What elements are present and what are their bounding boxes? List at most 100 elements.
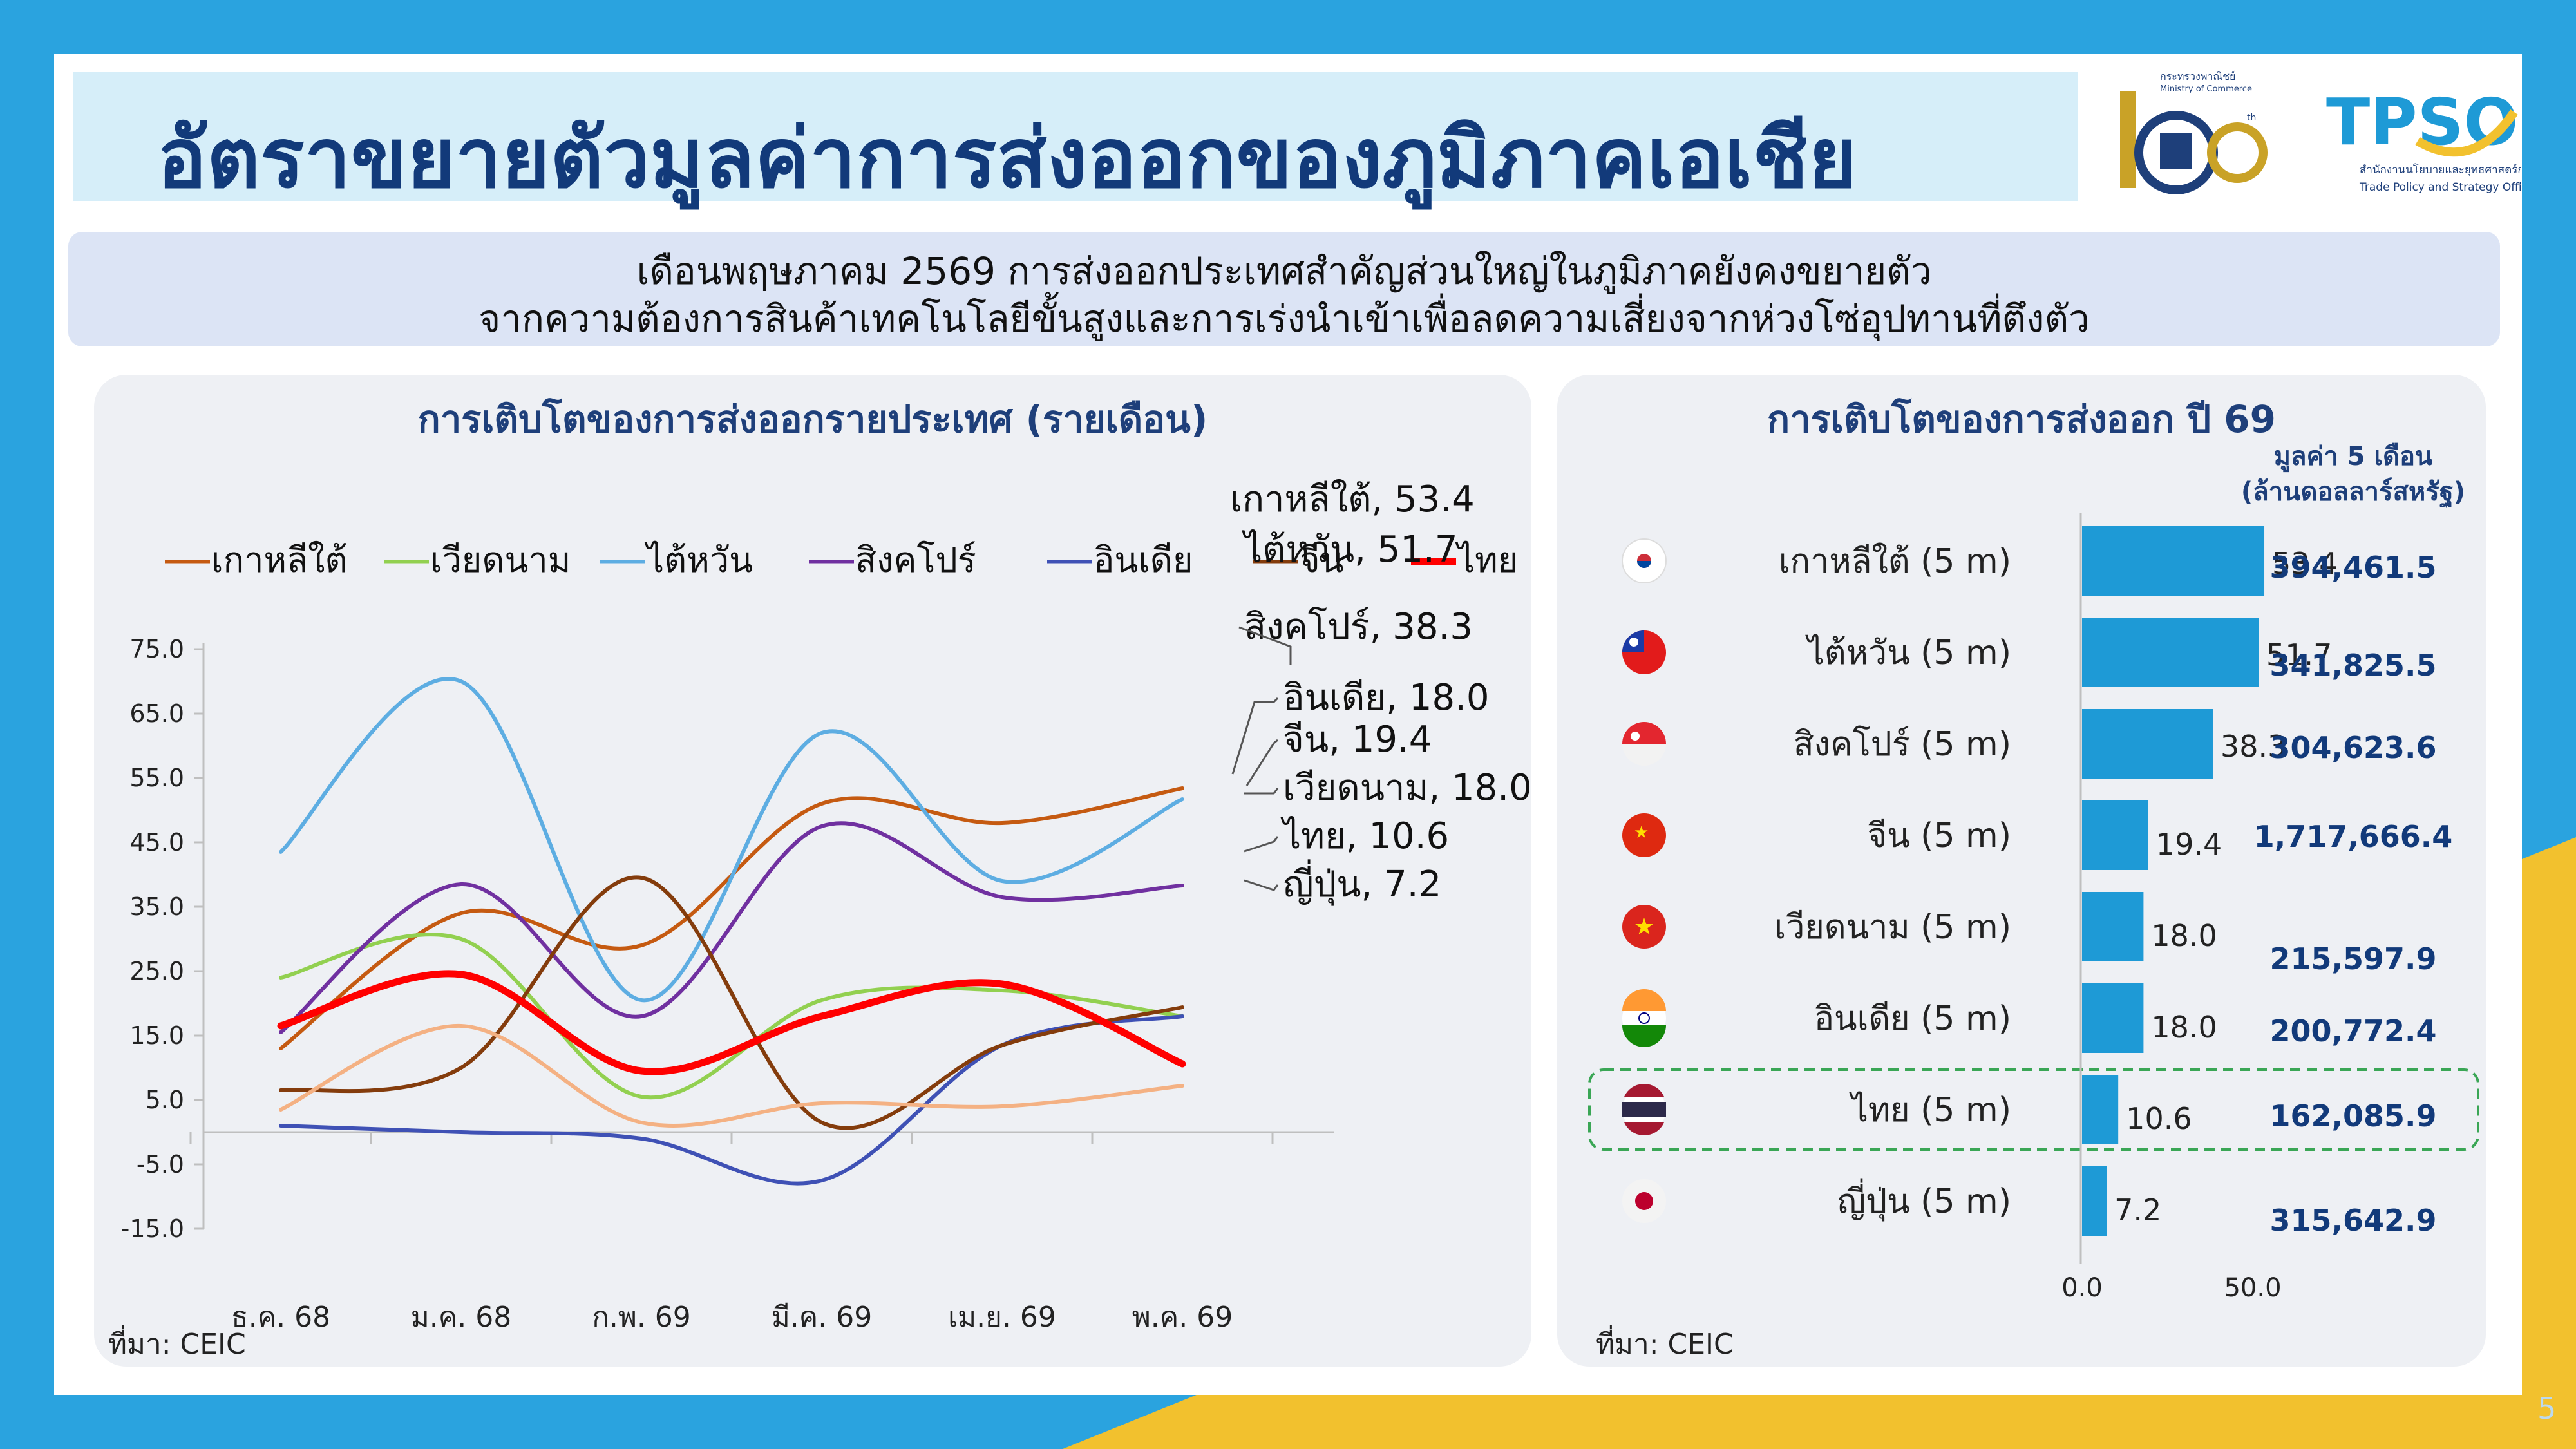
end-label-text: สิงคโปร์, 38.3 [1244, 606, 1473, 648]
line-chart-axes: 75.0 65.0 55.0 45.0 35.0 25.0 15.0 5.0 -5.0 -15.0… [121, 635, 1334, 1334]
korea-flag-icon [1622, 538, 1667, 583]
legend-item: อินเดีย [1047, 540, 1193, 580]
bar-value-label: 51.7 [2266, 638, 2332, 672]
bar-value-label: 18.0 [2151, 1010, 2217, 1045]
end-label: ญี่ปุ่น, 7.2 [1244, 859, 1441, 906]
india-flag-icon [1622, 989, 1666, 1047]
end-label-text: เกาหลีใต้, 53.4 [1230, 478, 1475, 520]
summary-banner: เดือนพฤษภาคม 2569 การส่งออกประเทศสำคัญส่… [68, 232, 2500, 346]
svg-text:Trade Policy and Strategy Offi: Trade Policy and Strategy Office [2359, 181, 2521, 194]
bar [2082, 1166, 2107, 1236]
five-month-value: 394,461.5 [2270, 550, 2437, 585]
legend-item: สิงคโปร์ [809, 540, 976, 580]
bar-category-label: ไทย (5 m) [1849, 1091, 2011, 1130]
x-tick-label: ธ.ค. 68 [231, 1301, 330, 1334]
end-label: อินเดีย, 18.0 [1231, 677, 1490, 775]
bar-category-label: ไต้หวัน (5 m) [1805, 634, 2011, 672]
y-tick-label: 55.0 [129, 764, 184, 792]
x-tick-label: เม.ย. 69 [948, 1301, 1056, 1334]
bar [2082, 1075, 2119, 1144]
five-month-value: 1,717,666.4 [2254, 819, 2452, 854]
china-flag-icon: ★ [1622, 813, 1666, 857]
end-label: ไต้หวัน, 51.7 [1242, 529, 1457, 571]
bar-value-label: 18.0 [2151, 918, 2217, 953]
legend-label: อินเดีย [1094, 540, 1193, 580]
end-label-text: จีน, 19.4 [1283, 719, 1432, 761]
bar [2082, 709, 2213, 779]
legend-item: จีน [1253, 540, 1344, 580]
slide: อัตราขยายตัวมูลค่าการส่งออกของภูมิภาคเอเ… [54, 54, 2522, 1395]
end-label-text: ไต้หวัน, 51.7 [1242, 529, 1457, 571]
value-header-1: มูลค่า 5 เดือน [2274, 442, 2433, 472]
bar-row: ★ จีน (5 m) 19.4 1,717,666.4 [1622, 800, 2452, 870]
highlight-box [1588, 1068, 2479, 1151]
y-tick-label: 45.0 [129, 828, 184, 857]
line-chart-source: ที่มา: CEIC [108, 1328, 246, 1361]
y-tick-label: 15.0 [129, 1021, 184, 1050]
taiwan-flag-icon [1622, 630, 1666, 674]
bar [2082, 983, 2144, 1053]
bar-category-label: อินเดีย (5 m) [1814, 999, 2011, 1038]
leader-line [1238, 626, 1292, 665]
bar-value-label: 38.3 [2221, 729, 2286, 764]
bar [2082, 892, 2144, 961]
svg-text:th: th [2247, 113, 2256, 123]
svg-text:★: ★ [1634, 914, 1654, 940]
five-month-value: 315,642.9 [2270, 1203, 2437, 1238]
y-tick-label: 25.0 [129, 957, 184, 985]
bar-category-label: จีน (5 m) [1868, 817, 2011, 855]
y-tick-label: 5.0 [146, 1086, 184, 1114]
bar-row: ไทย (5 m) 10.6 162,085.9 [1588, 1068, 2479, 1151]
bar [2082, 800, 2148, 870]
end-label: เกาหลีใต้, 53.4 [1230, 478, 1475, 520]
five-month-value: 162,085.9 [2270, 1099, 2437, 1133]
bar-value-label: 53.4 [2272, 546, 2338, 581]
bar-row: ญี่ปุ่น (5 m) 7.2 315,642.9 [1622, 1166, 2437, 1238]
bar-chart: มูลค่า 5 เดือน (ล้านดอลลาร์สหรัฐ) เกาหลี… [1588, 442, 2479, 1303]
series-line [279, 677, 1184, 1003]
bar-category-label: เกาหลีใต้ (5 m) [1779, 542, 2011, 581]
x-tick-label: ก.พ. 69 [592, 1301, 691, 1334]
bar-value-label: 19.4 [2156, 827, 2222, 862]
x-tick-label: ม.ค. 68 [411, 1301, 511, 1334]
legend-label: เกาหลีใต้ [211, 540, 348, 580]
ministry-of-commerce-105th-logo: กระทรวงพาณิชย์ Ministry of Commerce th [2120, 70, 2268, 194]
end-label: เวียดนาม, 18.0 [1244, 767, 1531, 809]
thailand-flag-icon [1622, 1083, 1666, 1136]
series-line [279, 875, 1184, 1130]
end-label-text: ไทย, 10.6 [1280, 815, 1449, 857]
y-tick-label: 35.0 [129, 893, 184, 921]
svg-text:Ministry of Commerce: Ministry of Commerce [2160, 84, 2252, 94]
legend-label: ไต้หวัน [644, 540, 753, 580]
legend-item: ไทย [1411, 540, 1518, 580]
x-tick-label: พ.ค. 69 [1132, 1301, 1233, 1334]
japan-flag-icon [1622, 1179, 1666, 1223]
bar-row: ★ เวียดนาม (5 m) 18.0 215,597.9 [1622, 892, 2437, 976]
bar-value-label: 10.6 [2126, 1101, 2192, 1136]
legend-label: สิงคโปร์ [855, 540, 976, 580]
line-chart-end-labels: เกาหลีใต้, 53.4 เวียดนาม, 18.0 ไต้หวัน, 51… [1230, 478, 1531, 906]
svg-text:กระทรวงพาณิชย์: กระทรวงพาณิชย์ [2160, 70, 2235, 82]
series-line [279, 1023, 1184, 1128]
page-number: 5 [2537, 1391, 2557, 1426]
bar-chart-title: การเติบโตของการส่งออก ปี 69 [1766, 397, 2277, 441]
leader-line [1244, 836, 1279, 853]
series-line [279, 1014, 1184, 1186]
svg-text:★: ★ [1634, 823, 1649, 842]
end-label: จีน, 19.4 [1245, 719, 1432, 786]
value-header-2: (ล้านดอลลาร์สหรัฐ) [2241, 477, 2465, 509]
title-banner: อัตราขยายตัวมูลค่าการส่งออกของภูมิภาคเอเ… [73, 72, 2078, 207]
bar-row: อินเดีย (5 m) 18.0 200,772.4 [1622, 983, 2437, 1053]
leader-line [1231, 697, 1279, 775]
monthly-growth-panel: การเติบโตของการส่งออกรายประเทศ (รายเดือน… [94, 375, 1531, 1367]
end-label: ไทย, 10.6 [1244, 815, 1449, 857]
bar-category-label: สิงคโปร์ (5 m) [1794, 725, 2011, 764]
five-month-value: 215,597.9 [2270, 942, 2437, 976]
y-tick-label: 65.0 [129, 699, 184, 728]
page-title: อัตราขยายตัวมูลค่าการส่งออกของภูมิภาคเอเ… [157, 111, 1857, 207]
leader-line [1244, 788, 1279, 795]
